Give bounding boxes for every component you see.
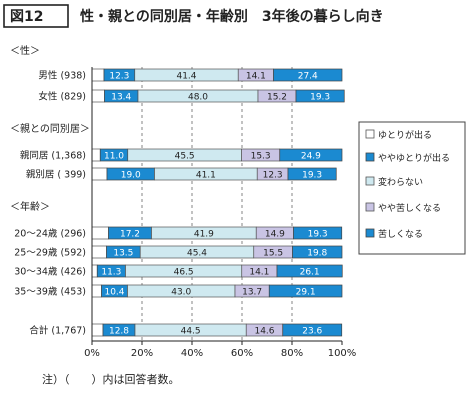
gridlines — [141, 67, 293, 341]
data-label: 13.7 — [242, 288, 262, 298]
data-label: 19.0 — [121, 171, 141, 181]
bar-segment — [91, 68, 105, 82]
row-labels: 男性 (938) 女性 (829) 親同居 (1,368) 親別居 ( 399) 20～… — [14, 70, 86, 337]
x-tick-label: 0% — [84, 348, 100, 359]
row-label: 女性 (829) — [38, 91, 86, 103]
footnote: 注）（ ）内は回答者数。 — [42, 372, 180, 386]
data-label: 12.3 — [263, 171, 283, 181]
x-tick-label: 40% — [181, 348, 203, 359]
legend-swatch — [365, 228, 375, 238]
data-label: 15.3 — [251, 152, 271, 162]
legend-swatch — [365, 129, 375, 139]
row-label: 男性 (938) — [38, 70, 86, 82]
data-label: 23.6 — [302, 327, 322, 337]
bar-segment — [293, 226, 343, 240]
data-label: 14.6 — [254, 327, 274, 337]
legend-swatch — [365, 152, 375, 162]
bar-segment — [282, 323, 343, 337]
legend-box — [358, 121, 466, 255]
legend-swatch — [365, 202, 375, 212]
bar-segment — [273, 68, 343, 82]
legend-label: ややゆとりが出る — [378, 152, 450, 164]
chart-title: 性・親との同別居・年齢別 3年後の暮らし向き — [80, 8, 384, 25]
x-tick-label: 60% — [231, 348, 253, 359]
data-label: 19.3 — [308, 230, 328, 240]
figure-label: 図12 — [10, 9, 43, 25]
x-tick-label: 100% — [328, 348, 357, 359]
data-label: 46.5 — [174, 268, 194, 278]
group-headings: ＜性＞ ＜親との同別居＞ ＜年齢＞ — [10, 44, 90, 213]
bar-segment — [91, 148, 101, 162]
x-axis: 0% 20% 40% 60% 80% 100% — [84, 67, 356, 359]
data-label: 17.2 — [120, 230, 140, 240]
bar-segment — [292, 245, 343, 259]
data-label: 19.3 — [310, 93, 330, 103]
group-heading: ＜性＞ — [10, 44, 40, 57]
bar-segment — [287, 167, 337, 181]
bar-segment — [91, 226, 109, 240]
data-label: 14.1 — [249, 268, 269, 278]
data-label: 10.4 — [104, 288, 124, 298]
bar-segment — [91, 245, 107, 259]
data-label: 41.9 — [194, 230, 214, 240]
data-label: 48.0 — [188, 93, 208, 103]
row-label: 親別居 ( 399) — [26, 169, 86, 181]
data-label: 45.4 — [187, 249, 207, 259]
data-label: 26.1 — [300, 268, 320, 278]
data-label: 44.5 — [181, 327, 201, 337]
row-label: 親同居 (1,368) — [20, 150, 86, 162]
data-label: 12.8 — [109, 327, 129, 337]
data-label: 13.5 — [113, 249, 133, 259]
data-label: 14.1 — [246, 72, 266, 82]
data-label: 41.4 — [176, 72, 196, 82]
group-heading: ＜年齢＞ — [10, 200, 50, 213]
data-label: 14.9 — [265, 230, 285, 240]
bar-segment — [91, 167, 108, 181]
data-label: 41.1 — [196, 171, 216, 181]
data-label: 13.4 — [111, 93, 131, 103]
bar-segment — [91, 284, 102, 298]
data-label: 11.0 — [104, 152, 124, 162]
bar-segment — [91, 264, 98, 278]
data-label: 15.5 — [263, 249, 283, 259]
figure-label-box — [3, 4, 69, 28]
legend-label: やや苦しくなる — [378, 202, 441, 214]
group-heading: ＜親との同別居＞ — [10, 122, 90, 135]
data-label: 27.4 — [298, 72, 318, 82]
bar-segment — [91, 323, 104, 337]
bar-segment — [276, 264, 343, 278]
bar-segment — [279, 148, 343, 162]
row-label: 30～34歳 (426) — [14, 266, 86, 278]
data-label: 15.2 — [267, 93, 287, 103]
x-tick-label: 20% — [131, 348, 153, 359]
row-label: 20～24歳 (296) — [14, 228, 86, 240]
legend-label: 変わらない — [378, 176, 423, 188]
row-label: 25～29歳 (592) — [14, 247, 86, 259]
bar-segment — [295, 89, 345, 103]
data-label: 12.3 — [109, 72, 129, 82]
data-label: 19.8 — [307, 249, 327, 259]
data-label: 29.1 — [296, 288, 316, 298]
data-label: 19.3 — [302, 171, 322, 181]
x-tick-label: 80% — [281, 348, 303, 359]
row-label: 35～39歳 (453) — [14, 286, 86, 298]
bars: 12.3 41.4 14.1 27.4 13.4 48.0 15.2 19.3 11.0 45.5… — [91, 68, 345, 337]
data-label: 11.3 — [101, 268, 121, 278]
legend-label: 苦しくなる — [378, 228, 423, 240]
legend-label: ゆとりが出る — [378, 129, 432, 141]
data-label: 43.0 — [171, 288, 191, 298]
legend-swatch — [365, 176, 375, 186]
bar-segment — [268, 284, 343, 298]
row-label: 合計 (1,767) — [29, 325, 86, 337]
data-label: 24.9 — [301, 152, 321, 162]
bar-segment — [91, 89, 105, 103]
data-label: 45.5 — [175, 152, 195, 162]
